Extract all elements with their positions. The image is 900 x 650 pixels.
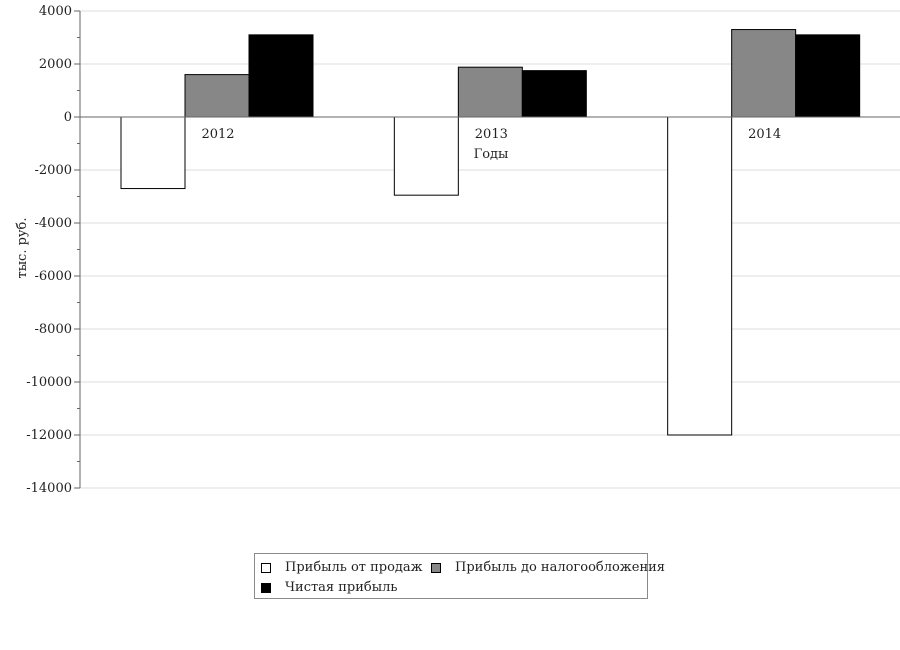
legend: Прибыль от продаж Прибыль до налогооблож… bbox=[254, 553, 665, 599]
y-tick-label: -2000 bbox=[35, 163, 72, 178]
legend-label: Прибыль от продаж bbox=[285, 560, 423, 575]
y-tick-label: 2000 bbox=[39, 57, 72, 72]
x-axis-title: Годы bbox=[474, 147, 509, 162]
y-tick-label: -12000 bbox=[26, 428, 72, 443]
bar bbox=[393, 116, 459, 196]
x-tick-label: 2012 bbox=[201, 127, 234, 142]
legend-swatch bbox=[261, 582, 271, 593]
y-tick-label: 0 bbox=[64, 110, 72, 125]
x-tick-label: 2014 bbox=[748, 127, 781, 142]
legend-swatch bbox=[261, 562, 271, 573]
bars bbox=[120, 29, 861, 436]
bar bbox=[731, 29, 797, 118]
y-tick-label: -14000 bbox=[26, 481, 72, 496]
x-tick-label: 2013 bbox=[475, 127, 508, 142]
bar bbox=[667, 116, 733, 436]
y-axis-title: тыс. руб. bbox=[15, 217, 30, 278]
legend-item-net-profit: Чистая прибыль bbox=[261, 580, 397, 595]
bar bbox=[248, 34, 314, 118]
axes: 4000 2000 0 -2000 -4000 -6000 -8000 -10000 -1200… bbox=[26, 4, 900, 496]
legend-swatch bbox=[431, 562, 441, 573]
grid-lines bbox=[80, 10, 900, 489]
bar bbox=[795, 34, 861, 118]
legend-label: Прибыль до налогообложения bbox=[455, 560, 665, 575]
axis-labels: Годы тыс. руб. bbox=[15, 147, 508, 279]
y-tick-label: -4000 bbox=[35, 216, 72, 231]
bar bbox=[184, 74, 250, 118]
bar bbox=[120, 116, 186, 190]
bar bbox=[521, 70, 587, 118]
legend-item-pretax-profit: Прибыль до налогообложения bbox=[431, 560, 665, 575]
y-tick-label: 4000 bbox=[39, 4, 72, 19]
y-tick-label: -10000 bbox=[26, 375, 72, 390]
y-tick-label: -8000 bbox=[35, 322, 72, 337]
legend-item-sales-profit: Прибыль от продаж bbox=[261, 560, 423, 575]
legend-label: Чистая прибыль bbox=[285, 580, 398, 595]
y-tick-label: -6000 bbox=[35, 269, 72, 284]
bar bbox=[457, 66, 523, 118]
